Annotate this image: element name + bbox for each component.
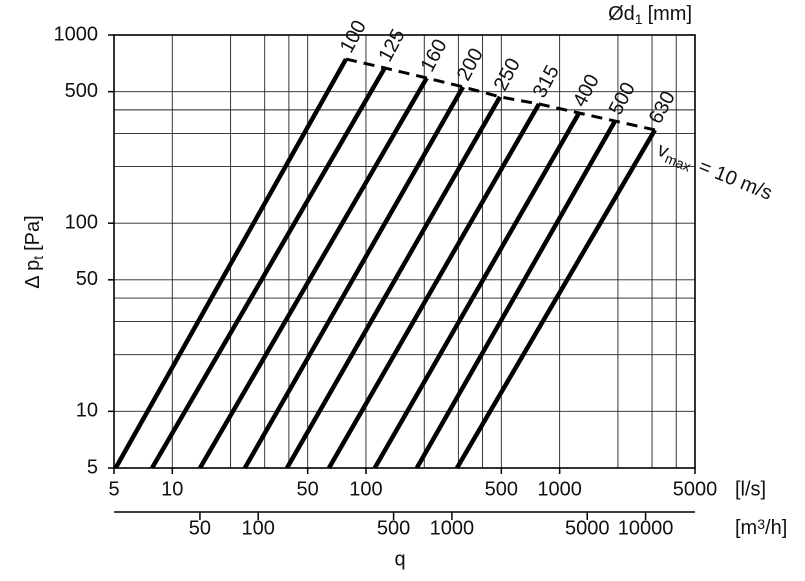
x2-unit-main: [m [735,517,757,539]
series-line [372,111,581,470]
series-label: 630 [645,88,680,128]
x-unit: [l/s] [735,478,766,500]
x-tick-label: 50 [297,478,319,500]
plot-frame [113,34,696,469]
x2-tick-label: 50 [189,517,211,539]
x-tick-label: 1000 [537,478,582,500]
y-label: Δ pt [Pa] [22,215,45,288]
annotation-sub: max [663,150,694,175]
annotation-rest: = 10 m/s [695,156,775,205]
y-tick-label: 5 [87,456,98,478]
y-tick-label: 10 [76,400,98,422]
title-sub: 1 [635,11,643,27]
series-line [455,128,657,470]
x-label: q [394,548,405,570]
series-line [150,66,387,470]
series-line [113,57,348,470]
series-line [242,85,465,470]
vmax-line [345,57,656,132]
x-tick-label: 500 [485,478,518,500]
annotation: vmax= 10 m/s [654,139,776,206]
y-label-main: Δ p [22,260,44,289]
x2-unit-sup: 3 [757,516,765,532]
x-tick-label: 100 [349,478,382,500]
title-unit: [mm] [648,3,692,25]
series-line [285,95,502,470]
x-tick-label: 5000 [673,478,718,500]
series-label: 160 [417,36,452,76]
x2-unit: [m3/h] [735,516,787,540]
x2-tick-label: 100 [242,517,275,539]
series-line [327,102,541,470]
x2-tick-label: 5000 [565,517,610,539]
chart-title: Ød1 [mm] [608,3,692,26]
y-tick-label: 100 [65,211,98,233]
series-label: 500 [605,79,640,119]
series-label: 400 [569,71,604,111]
series-label: 125 [375,26,410,66]
y-tick-label: 500 [65,80,98,102]
y-tick-label: 1000 [54,23,99,45]
series-line [198,76,429,470]
x2-tick-label: 10000 [618,517,674,539]
x2-unit-rest: /h] [765,517,787,539]
series-label: 315 [529,62,564,102]
series-label: 250 [490,55,525,95]
x-tick-label: 5 [108,478,119,500]
x-tick-label: 10 [161,478,183,500]
y-tick-label: 50 [76,268,98,290]
x2-tick-label: 1000 [430,517,475,539]
series-line [414,119,617,470]
y-label-sub: t [30,256,46,260]
title-main: Ød [608,3,635,25]
x2-tick-label: 500 [377,517,410,539]
y-label-unit: [Pa] [22,215,44,251]
